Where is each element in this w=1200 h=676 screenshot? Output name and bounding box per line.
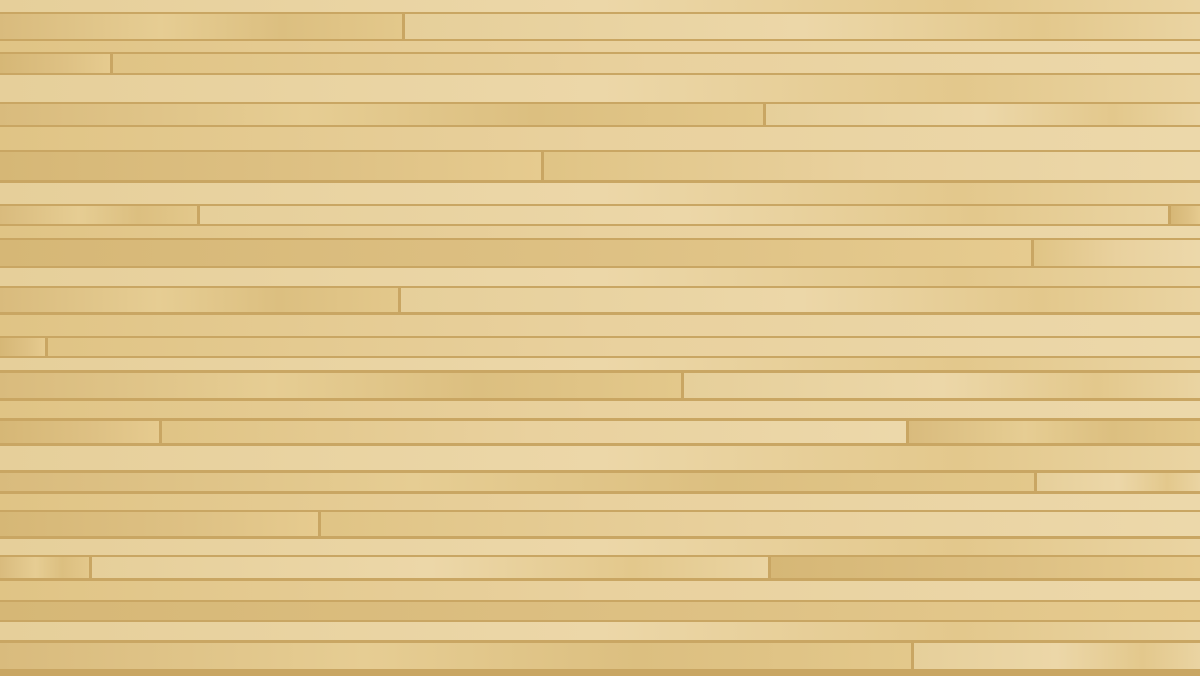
- plank: [0, 152, 541, 180]
- plank: [0, 206, 197, 224]
- plank: [544, 152, 1200, 180]
- plank: [0, 494, 1200, 510]
- plank: [0, 512, 318, 536]
- plank: [0, 557, 89, 578]
- plank: [766, 104, 1200, 125]
- plank: [0, 14, 402, 39]
- plank: [200, 206, 1168, 224]
- plank: [0, 226, 1200, 238]
- plank: [0, 41, 1200, 52]
- plank: [405, 14, 1200, 39]
- plank: [0, 358, 1200, 370]
- plank: [0, 539, 1200, 555]
- plank: [0, 183, 1200, 204]
- plank: [401, 288, 1200, 312]
- plank: [0, 315, 1200, 336]
- plank: [0, 104, 763, 125]
- plank: [684, 373, 1200, 398]
- plank: [0, 581, 1200, 600]
- plank: [771, 557, 1200, 578]
- plank: [0, 54, 110, 73]
- plank: [0, 602, 1200, 620]
- plank: [0, 373, 681, 398]
- plank: [0, 473, 1034, 491]
- plank: [113, 54, 1200, 73]
- plank: [0, 446, 1200, 470]
- plank: [1171, 206, 1200, 224]
- plank: [0, 401, 1200, 418]
- plank: [0, 421, 159, 443]
- plank: [48, 338, 1200, 356]
- plank: [0, 127, 1200, 150]
- plank: [1037, 473, 1200, 491]
- plank: [0, 268, 1200, 286]
- plank: [321, 512, 1200, 536]
- plank: [0, 0, 1200, 12]
- plank: [0, 622, 1200, 640]
- plank: [0, 288, 398, 312]
- plank: [162, 421, 906, 443]
- plank: [0, 338, 45, 356]
- plank: [1034, 240, 1200, 266]
- plank: [914, 643, 1200, 669]
- plank: [92, 557, 768, 578]
- plank: [0, 240, 1031, 266]
- plank: [909, 421, 1200, 443]
- plank: [0, 643, 911, 669]
- plank: [0, 75, 1200, 102]
